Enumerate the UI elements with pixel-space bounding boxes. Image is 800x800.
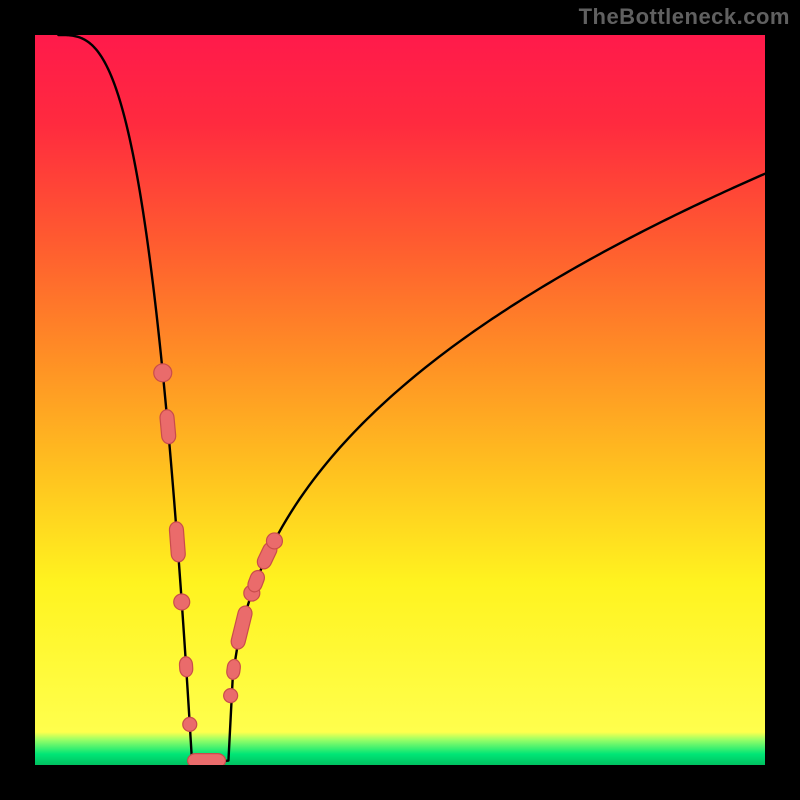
marker-dot	[266, 533, 282, 549]
marker-pill	[159, 409, 176, 444]
marker-dot	[183, 717, 197, 731]
marker-pill	[169, 521, 186, 562]
marker-dot	[224, 689, 238, 703]
chart-svg	[35, 35, 765, 765]
marker-pill	[179, 656, 193, 677]
watermark-text: TheBottleneck.com	[579, 4, 790, 30]
marker-dot	[154, 364, 172, 382]
plot-area	[35, 35, 765, 765]
chart-frame: TheBottleneck.com	[0, 0, 800, 800]
marker-pill	[188, 754, 226, 765]
marker-dot	[174, 594, 190, 610]
